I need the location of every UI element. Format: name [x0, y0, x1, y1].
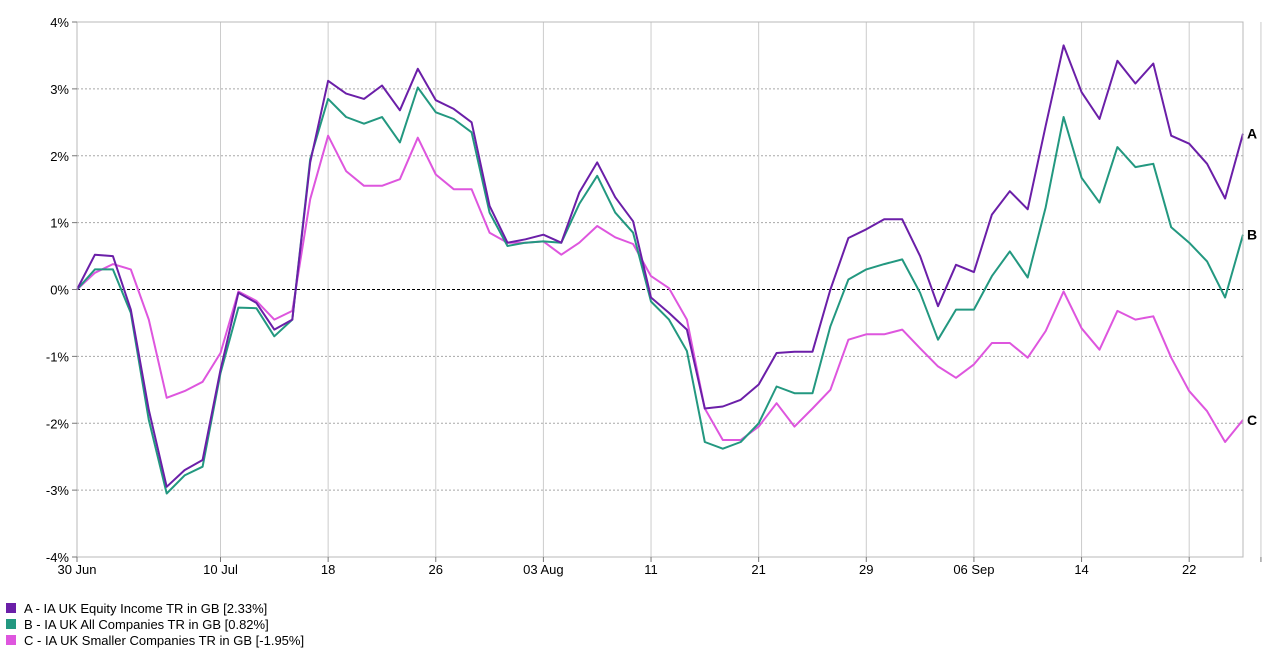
legend-item-c: C - IA UK Smaller Companies TR in GB [-1…	[6, 632, 304, 648]
legend-label-a: A - IA UK Equity Income TR in GB [2.33%]	[24, 600, 268, 616]
legend-label-c: C - IA UK Smaller Companies TR in GB [-1…	[24, 632, 305, 648]
legend: A - IA UK Equity Income TR in GB [2.33%]…	[6, 600, 304, 648]
x-tick-label: 03 Aug	[523, 562, 564, 577]
x-tick-label: 14	[1074, 562, 1088, 577]
series-end-label-b: B	[1247, 227, 1257, 243]
y-tick-label: -4%	[46, 550, 70, 565]
x-tick-label: 18	[321, 562, 335, 577]
series-end-label-a: A	[1247, 126, 1257, 142]
y-tick-label: -3%	[46, 483, 70, 498]
y-tick-label: 4%	[50, 15, 69, 30]
legend-item-b: B - IA UK All Companies TR in GB [0.82%]	[6, 616, 304, 632]
end-labels: C B A	[1247, 126, 1257, 428]
y-tick-label: 3%	[50, 82, 69, 97]
x-tick-label: 30 Jun	[57, 562, 96, 577]
x-tick-label: 10 Jul	[203, 562, 238, 577]
y-tick-label: 0%	[50, 283, 69, 298]
series-end-label-c: C	[1247, 412, 1257, 428]
y-tick-label: -2%	[46, 416, 70, 431]
series-line-c	[76, 134, 1244, 443]
x-tick-label: 29	[859, 562, 873, 577]
legend-swatch-c	[6, 635, 16, 645]
legend-swatch-a	[6, 603, 16, 613]
x-tick-label: 21	[751, 562, 765, 577]
y-tick-label: 2%	[50, 149, 69, 164]
x-tick-label: 06 Sep	[953, 562, 994, 577]
x-tick-label: 11	[644, 562, 658, 577]
series-layer	[76, 44, 1244, 495]
series-line-b	[76, 86, 1244, 495]
axis-layer: 4% 3% 2% 1% 0% -1% -2% -3% -4%30 Jun 10 Jul 18 26 03…	[46, 15, 1262, 577]
line-chart: 4% 3% 2% 1% 0% -1% -2% -3% -4%30 Jun 10 Jul 18 26 03…	[46, 15, 1262, 577]
x-tick-label: 26	[429, 562, 443, 577]
series-line-a	[76, 44, 1244, 488]
y-tick-label: -1%	[46, 349, 70, 364]
y-tick-label: 1%	[50, 216, 69, 231]
legend-swatch-b	[6, 619, 16, 629]
x-tick-label: 22	[1182, 562, 1196, 577]
legend-item-a: A - IA UK Equity Income TR in GB [2.33%]	[6, 600, 304, 616]
legend-label-b: B - IA UK All Companies TR in GB [0.82%]	[24, 616, 269, 632]
